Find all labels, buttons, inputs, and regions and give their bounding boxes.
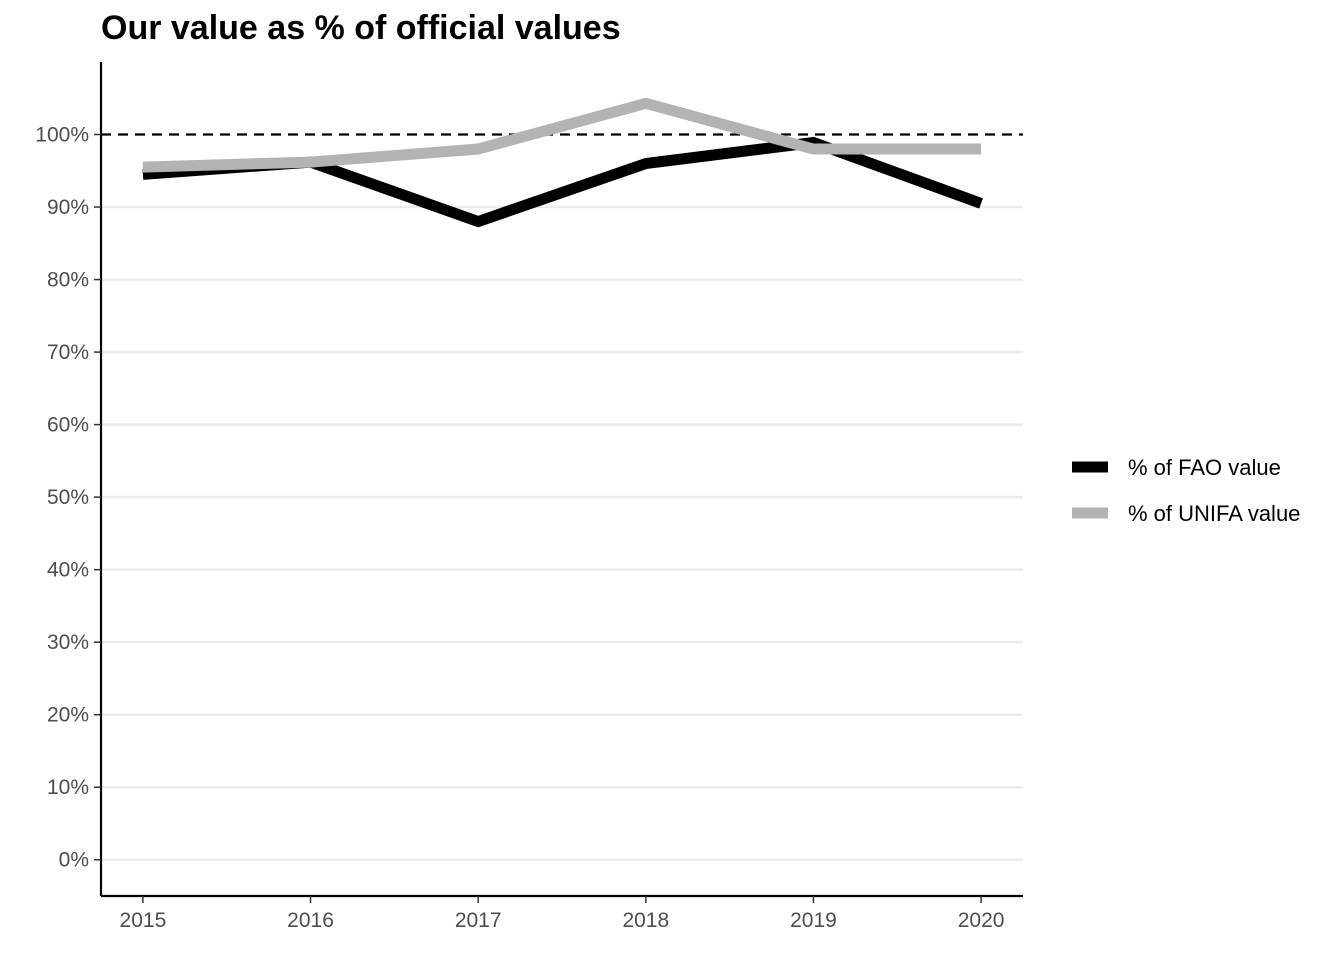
x-tick-label: 2020 [958,909,1005,932]
series-line-unifa [142,97,982,173]
y-tick-label: 50% [47,486,89,509]
grid [101,205,1023,861]
y-tick-label: 0% [59,849,89,872]
x-tick-label: 2016 [287,909,334,932]
legend-label: % of UNIFA value [1128,501,1300,526]
legend: % of FAO value % of UNIFA value [1072,455,1300,526]
x-tick-label: 2019 [790,909,837,932]
x-tick-label: 2017 [455,909,502,932]
legend-item: % of FAO value [1072,455,1281,480]
series-group [142,97,983,228]
x-tick-label: 2015 [120,909,167,932]
legend-label: % of FAO value [1128,455,1281,480]
y-tick-label: 60% [47,414,89,437]
y-tick-label: 30% [47,631,89,654]
y-tick-label: 100% [35,124,89,147]
y-tick-label: 40% [47,559,89,582]
x-axis-ticks: 2015 2016 2017 2018 2019 2020 [120,896,1005,932]
y-tick-label: 20% [47,704,89,727]
y-tick-label: 90% [47,196,89,219]
x-tick-label: 2018 [622,909,669,932]
y-tick-label: 70% [47,341,89,364]
y-tick-label: 10% [47,776,89,799]
y-tick-label: 80% [47,269,89,292]
legend-item: % of UNIFA value [1072,501,1300,526]
chart-title: Our value as % of official values [101,9,621,47]
axes [99,62,1023,898]
y-axis-ticks: 0% 10% 20% 30% 40% 50% 60% 70% 80% 90% 100% [35,124,101,872]
